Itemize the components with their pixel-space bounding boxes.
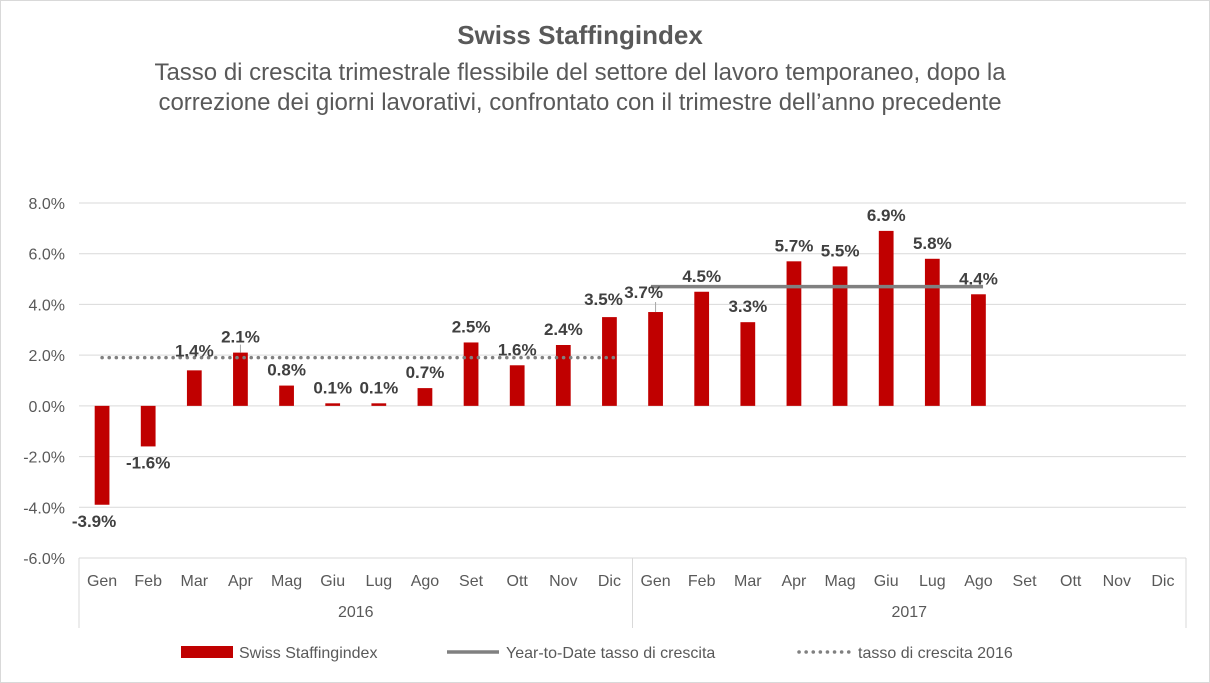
y-axis: -6.0% -4.0% -2.0% 0.0% 2.0% 4.0% 6.0% 8.0% <box>23 196 65 568</box>
data-label: -3.9% <box>72 512 116 531</box>
x-group-label: 2017 <box>891 604 927 621</box>
data-label: 2.5% <box>452 317 491 336</box>
x-category-label: Nov <box>549 573 577 590</box>
x-category-label: Ago <box>411 573 440 590</box>
data-label: 5.7% <box>775 236 814 255</box>
data-label: -1.6% <box>126 453 170 472</box>
x-category-label: Gen <box>87 573 117 590</box>
legend-label: tasso di crescita 2016 <box>858 645 1013 662</box>
bar <box>417 388 433 406</box>
bar <box>371 403 387 406</box>
data-label: 3.5% <box>584 290 623 309</box>
y-tick-label: 6.0% <box>29 247 65 264</box>
x-category-label: Nov <box>1103 573 1131 590</box>
data-label: 1.4% <box>175 341 214 360</box>
data-label: 4.4% <box>959 269 998 288</box>
reference-lines <box>100 284 984 360</box>
x-category-label: Giu <box>320 573 345 590</box>
chart-title: Swiss Staffingindex <box>457 20 703 50</box>
bar <box>602 317 617 406</box>
bar <box>140 405 156 447</box>
data-label: 3.3% <box>728 297 767 316</box>
x-category-label: Apr <box>228 573 254 590</box>
data-label: 3.7% <box>624 283 663 302</box>
x-category-label: Feb <box>134 573 162 590</box>
bar <box>786 261 802 406</box>
legend-label: Swiss Staffingindex <box>239 645 377 662</box>
bar <box>878 230 894 406</box>
y-tick-label: 2.0% <box>29 348 65 365</box>
bar <box>233 352 248 406</box>
data-label: 6.9% <box>867 206 906 225</box>
x-axis: Gen Feb Mar Apr Mag Giu Lug Ago Set Ott Nov Dic Gen F… <box>78 558 1187 628</box>
chart-subtitle: Tasso di crescita trimestrale flessibile… <box>154 59 1006 116</box>
data-label: 0.8% <box>267 361 306 380</box>
x-category-label: Gen <box>640 573 670 590</box>
bar <box>555 345 571 406</box>
bar <box>694 291 710 406</box>
x-category-label: Lug <box>365 573 392 590</box>
x-category-label: Mag <box>825 573 856 590</box>
x-category-label: Giu <box>874 573 899 590</box>
data-label: 5.5% <box>821 241 860 260</box>
x-category-label: Ago <box>964 573 993 590</box>
x-category-label: Set <box>459 573 484 590</box>
x-category-label: Set <box>1013 573 1038 590</box>
bar <box>186 370 202 406</box>
bar <box>463 342 479 406</box>
x-category-label: Mar <box>181 573 209 590</box>
x-category-label: Dic <box>598 573 621 590</box>
x-category-label: Feb <box>688 573 716 590</box>
bar <box>509 365 525 406</box>
y-tick-label: 8.0% <box>29 196 65 213</box>
x-category-label: Ott <box>1060 573 1082 590</box>
legend-swatch-bar <box>181 646 233 658</box>
data-label: 1.6% <box>498 340 537 359</box>
data-label: 2.4% <box>544 320 583 339</box>
y-tick-label: -6.0% <box>23 551 65 568</box>
data-label: 2.1% <box>221 328 260 347</box>
bar <box>279 385 294 406</box>
legend-label: Year-to-Date tasso di crescita <box>506 645 715 662</box>
y-tick-label: 4.0% <box>29 297 65 314</box>
x-category-label: Ott <box>507 573 529 590</box>
x-group-label: 2016 <box>338 604 374 621</box>
data-label: 0.1% <box>359 378 398 397</box>
x-category-label: Mar <box>734 573 762 590</box>
y-tick-label: -2.0% <box>23 450 65 467</box>
data-label: 0.7% <box>406 363 445 382</box>
bar <box>832 266 848 406</box>
bar <box>740 322 756 406</box>
bar <box>924 258 940 406</box>
bar <box>325 403 341 406</box>
x-category-label: Dic <box>1151 573 1174 590</box>
legend: Swiss Staffingindex Year-to-Date tasso di… <box>181 645 1013 662</box>
bars <box>94 230 986 505</box>
data-label: 4.5% <box>682 267 721 286</box>
x-category-label: Lug <box>919 573 946 590</box>
y-tick-label: -4.0% <box>23 500 65 517</box>
data-labels: -3.9% -1.6% 1.4% 2.1% 0.8% 0.1% 0.1% 0.7% 2.5% 1.… <box>72 206 998 531</box>
bar <box>94 405 110 505</box>
data-label: 5.8% <box>913 234 952 253</box>
data-label: 0.1% <box>313 378 352 397</box>
x-category-label: Apr <box>781 573 807 590</box>
bar <box>971 294 986 406</box>
x-category-label: Mag <box>271 573 302 590</box>
bar <box>648 312 663 406</box>
y-tick-label: 0.0% <box>29 399 65 416</box>
